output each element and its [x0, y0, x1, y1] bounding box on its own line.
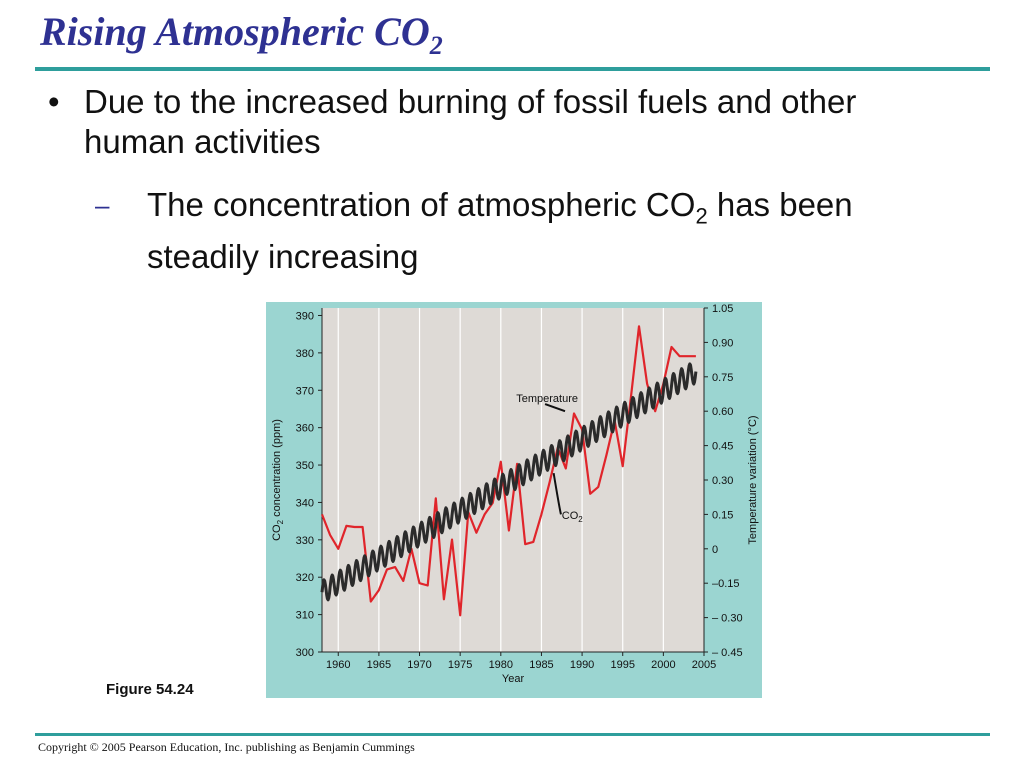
x-tick-label-1980: 1980: [489, 659, 513, 671]
x-tick-label-2005: 2005: [692, 659, 716, 671]
temperature-annotation-leader: [544, 403, 566, 413]
x-tick-label-1995: 1995: [610, 659, 634, 671]
y-right-tick-label-6: 0.15: [712, 509, 733, 521]
temperature-annotation-label: Temperature: [516, 393, 578, 405]
y-right-tick-label-5: 0.30: [712, 475, 733, 487]
y-left-tick-label-330: 330: [296, 535, 314, 547]
y-right-tick-label-3: 0.60: [712, 406, 733, 418]
y-axis-left-label: CO2 concentration (ppm): [271, 419, 285, 541]
y-axis-right-label: Temperature variation (°C): [747, 415, 759, 544]
x-tick-label-1970: 1970: [407, 659, 431, 671]
y-left-tick-label-360: 360: [296, 423, 314, 435]
slide-title: Rising Atmospheric CO2: [40, 9, 443, 60]
y-right-tick-label-2: 0.75: [712, 372, 733, 384]
copyright-notice: Copyright © 2005 Pearson Education, Inc.…: [38, 740, 415, 754]
x-tick-label-1960: 1960: [326, 659, 350, 671]
y-right-tick-label-0: 1.05: [712, 303, 733, 315]
vertical-grid: [337, 308, 664, 652]
bullet-text: Due to the increased burning of fossil f…: [84, 83, 857, 160]
footer-divider: [35, 733, 990, 736]
y-left-tick-label-300: 300: [296, 647, 314, 659]
co2-temperature-chart: 1960 1965 1970 1975 1980 1985 1990 1995 2000 2005…: [271, 303, 759, 685]
co2-annotation-leader: [552, 472, 562, 515]
y-right-tick-label-7: 0: [712, 544, 718, 556]
y-left-tick-label-320: 320: [296, 572, 314, 584]
series-layer: [320, 325, 698, 617]
figure-caption: Figure 54.24: [106, 681, 194, 698]
sub-bullet-dash: –: [95, 190, 110, 220]
y-left-tick-label-380: 380: [296, 348, 314, 360]
y-left-tick-label-370: 370: [296, 385, 314, 397]
y-right-tick-label-1: 0.90: [712, 337, 733, 349]
x-tick-label-1975: 1975: [448, 659, 472, 671]
x-tick-label-2000: 2000: [651, 659, 675, 671]
x-tick-label-1965: 1965: [367, 659, 391, 671]
title-divider: [35, 67, 990, 71]
y-right-tick-label-9: – 0.30: [712, 613, 743, 625]
y-left-tick-label-350: 350: [296, 460, 314, 472]
axes: 1960 1965 1970 1975 1980 1985 1990 1995 2000 2005…: [296, 303, 743, 671]
y-right-tick-label-4: 0.45: [712, 441, 733, 453]
co2-annotation-label: CO2: [562, 510, 584, 524]
y-left-tick-label-390: 390: [296, 310, 314, 322]
y-left-tick-label-310: 310: [296, 610, 314, 622]
annotations: Temperature CO2: [516, 393, 583, 524]
sub-bullet-text: The concentration of atmospheric CO2 has…: [147, 186, 853, 275]
temperature-series-line: [320, 325, 696, 617]
co2-series-line: [320, 362, 698, 602]
bullet-symbol: •: [48, 83, 60, 120]
x-axis-label: Year: [502, 673, 525, 685]
x-tick-label-1990: 1990: [570, 659, 594, 671]
y-right-tick-label-10: – 0.45: [712, 647, 743, 659]
y-right-tick-label-8: –0.15: [712, 578, 740, 590]
x-tick-label-1985: 1985: [529, 659, 553, 671]
y-left-tick-label-340: 340: [296, 497, 314, 509]
